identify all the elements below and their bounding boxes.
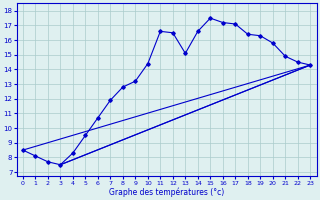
X-axis label: Graphe des températures (°c): Graphe des températures (°c) [109,187,224,197]
